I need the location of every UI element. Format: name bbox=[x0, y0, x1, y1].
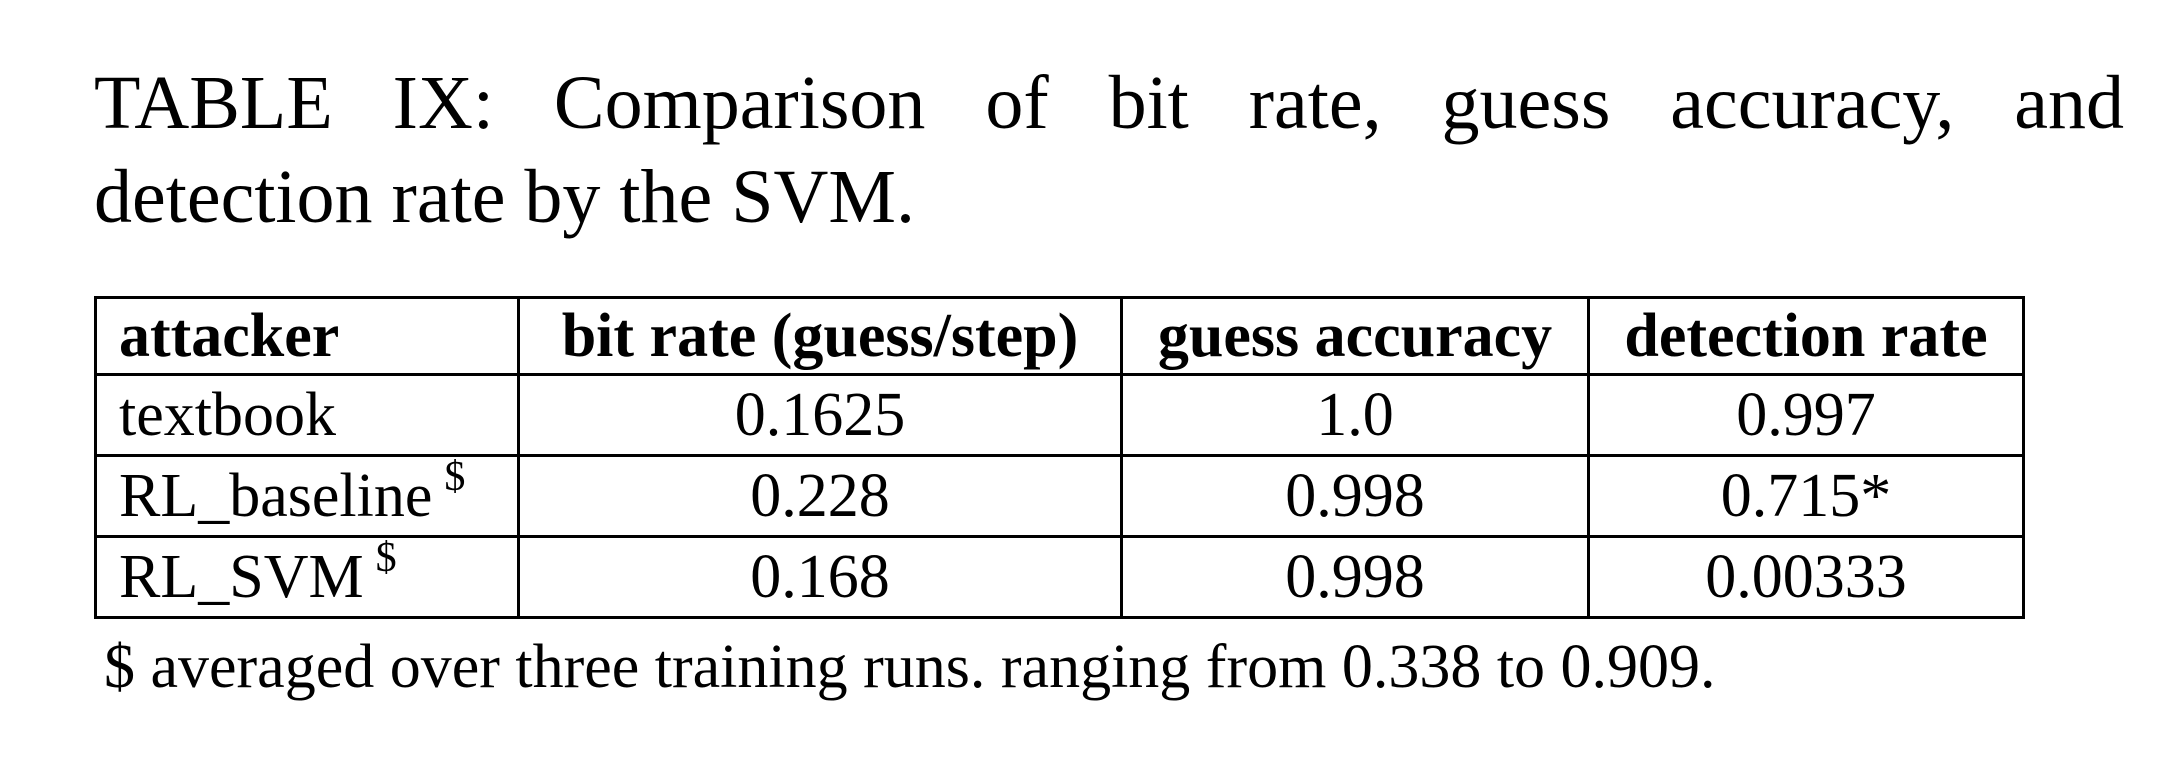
table-header-row: attacker bit rate (guess/step) guess acc… bbox=[94, 296, 2025, 376]
header-guess-accuracy: guess accuracy bbox=[1120, 296, 1590, 376]
cell-bit-rate: 0.1625 bbox=[517, 373, 1123, 457]
cell-attacker: RL_SVM $ bbox=[94, 535, 520, 619]
table-caption: TABLE IX: Comparison of bit rate, guess … bbox=[94, 56, 2124, 244]
header-bit-rate: bit rate (guess/step) bbox=[517, 296, 1123, 376]
cell-guess-accuracy: 0.998 bbox=[1120, 454, 1590, 538]
caption-line-2: detection rate by the SVM. bbox=[94, 155, 916, 239]
cell-attacker: RL_baseline $ bbox=[94, 454, 520, 538]
cell-attacker: textbook bbox=[94, 373, 520, 457]
cell-bit-rate: 0.168 bbox=[517, 535, 1123, 619]
table-row: RL_baseline $ 0.228 0.998 0.715* bbox=[94, 454, 2025, 538]
header-detection-rate: detection rate bbox=[1587, 296, 2025, 376]
cell-detection-rate: 0.997 bbox=[1587, 373, 2025, 457]
cell-bit-rate: 0.228 bbox=[517, 454, 1123, 538]
footnote-mark: $ bbox=[375, 535, 397, 581]
comparison-table: attacker bit rate (guess/step) guess acc… bbox=[94, 296, 2025, 619]
table-row: RL_SVM $ 0.168 0.998 0.00333 bbox=[94, 535, 2025, 619]
table-footnote: $ averaged over three training runs. ran… bbox=[104, 633, 1716, 701]
cell-detection-rate: 0.715* bbox=[1587, 454, 2025, 538]
cell-guess-accuracy: 1.0 bbox=[1120, 373, 1590, 457]
footnote-mark: $ bbox=[444, 454, 466, 500]
header-attacker: attacker bbox=[94, 296, 520, 376]
attacker-name: textbook bbox=[119, 381, 336, 449]
cell-guess-accuracy: 0.998 bbox=[1120, 535, 1590, 619]
attacker-name: RL_baseline bbox=[119, 462, 433, 530]
table-row: textbook 0.1625 1.0 0.997 bbox=[94, 373, 2025, 457]
attacker-name: RL_SVM bbox=[119, 543, 364, 611]
caption-line-1: TABLE IX: Comparison of bit rate, guess … bbox=[94, 61, 2124, 145]
cell-detection-rate: 0.00333 bbox=[1587, 535, 2025, 619]
